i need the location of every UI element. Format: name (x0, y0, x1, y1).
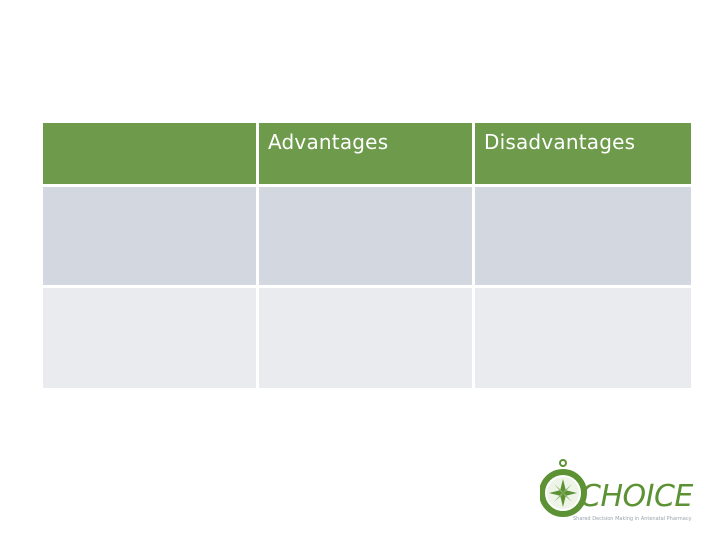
table-cell[interactable] (259, 288, 475, 388)
table-cell[interactable] (43, 187, 259, 288)
compass-icon (540, 459, 587, 517)
choice-logo: CHOICE Shared Decision Making in Antenat… (540, 458, 700, 524)
table-cell[interactable] (475, 288, 691, 388)
logo-tagline: Shared Decision Making in Antenatal Phar… (573, 516, 692, 522)
header-cell-option[interactable] (43, 123, 259, 187)
header-cell-advantages[interactable]: Advantages (259, 123, 475, 187)
table-row (43, 187, 691, 288)
header-cell-disadvantages[interactable]: Disadvantages (475, 123, 691, 187)
logo-wordmark: CHOICE (580, 479, 693, 514)
table-row (43, 288, 691, 388)
table-cell[interactable] (475, 187, 691, 288)
table-header-row: Advantages Disadvantages (43, 123, 691, 187)
comparison-table: Advantages Disadvantages (43, 123, 691, 388)
table-cell[interactable] (259, 187, 475, 288)
table-cell[interactable] (43, 288, 259, 388)
